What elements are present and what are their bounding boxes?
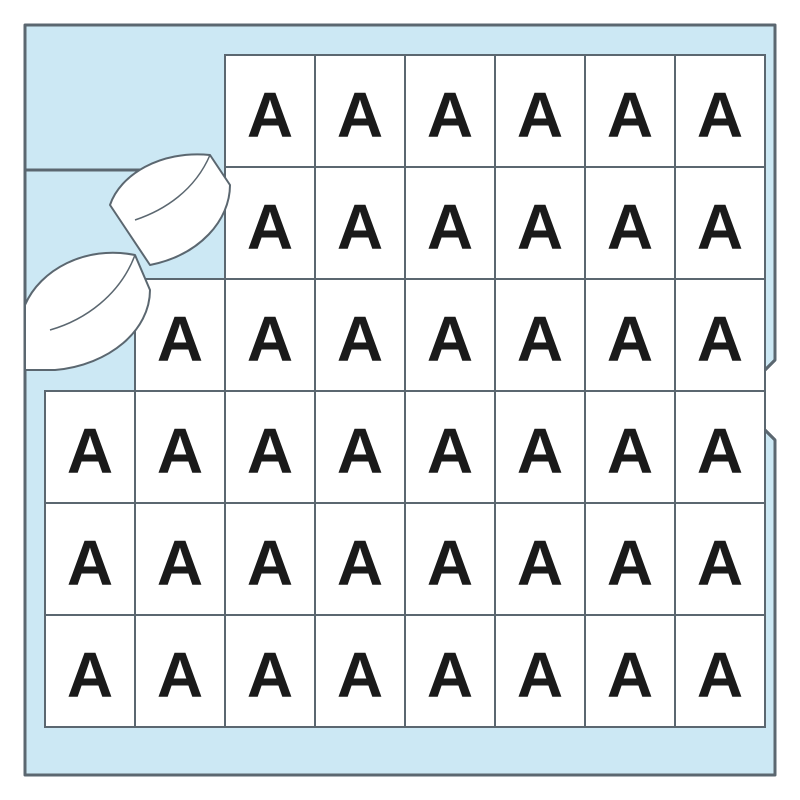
label-letter: A xyxy=(427,303,473,375)
label-letter: A xyxy=(697,415,743,487)
label-letter: A xyxy=(517,415,563,487)
label-letter: A xyxy=(67,639,113,711)
diagram-svg: AAAAAAAAAAAAAAAAAAAAAAAAAAAAAAAAAAAAAAAA… xyxy=(0,0,800,800)
label-letter: A xyxy=(427,527,473,599)
label-letter: A xyxy=(247,303,293,375)
label-letter: A xyxy=(697,79,743,151)
label-sheet-diagram: AAAAAAAAAAAAAAAAAAAAAAAAAAAAAAAAAAAAAAAA… xyxy=(0,0,800,800)
label-letter: A xyxy=(67,527,113,599)
label-letter: A xyxy=(157,639,203,711)
label-letter: A xyxy=(247,639,293,711)
label-letter: A xyxy=(607,303,653,375)
label-letter: A xyxy=(337,191,383,263)
label-letter: A xyxy=(517,303,563,375)
label-letter: A xyxy=(607,415,653,487)
label-letter: A xyxy=(607,79,653,151)
label-letter: A xyxy=(697,191,743,263)
label-letter: A xyxy=(247,527,293,599)
label-letter: A xyxy=(247,191,293,263)
label-letter: A xyxy=(517,79,563,151)
label-letter: A xyxy=(157,527,203,599)
label-letter: A xyxy=(337,415,383,487)
label-letter: A xyxy=(697,527,743,599)
label-letter: A xyxy=(517,191,563,263)
label-letter: A xyxy=(427,79,473,151)
label-letter: A xyxy=(67,415,113,487)
label-letter: A xyxy=(157,303,203,375)
label-letter: A xyxy=(607,191,653,263)
label-letter: A xyxy=(427,415,473,487)
label-letter: A xyxy=(337,639,383,711)
label-letter: A xyxy=(427,191,473,263)
label-letter: A xyxy=(607,527,653,599)
label-letter: A xyxy=(697,639,743,711)
label-letter: A xyxy=(157,415,203,487)
label-letter: A xyxy=(427,639,473,711)
label-letter: A xyxy=(247,415,293,487)
label-letter: A xyxy=(607,639,653,711)
label-letter: A xyxy=(337,79,383,151)
label-letter: A xyxy=(697,303,743,375)
label-letter: A xyxy=(247,79,293,151)
label-letter: A xyxy=(337,527,383,599)
label-letter: A xyxy=(337,303,383,375)
label-letter: A xyxy=(517,639,563,711)
label-letter: A xyxy=(517,527,563,599)
